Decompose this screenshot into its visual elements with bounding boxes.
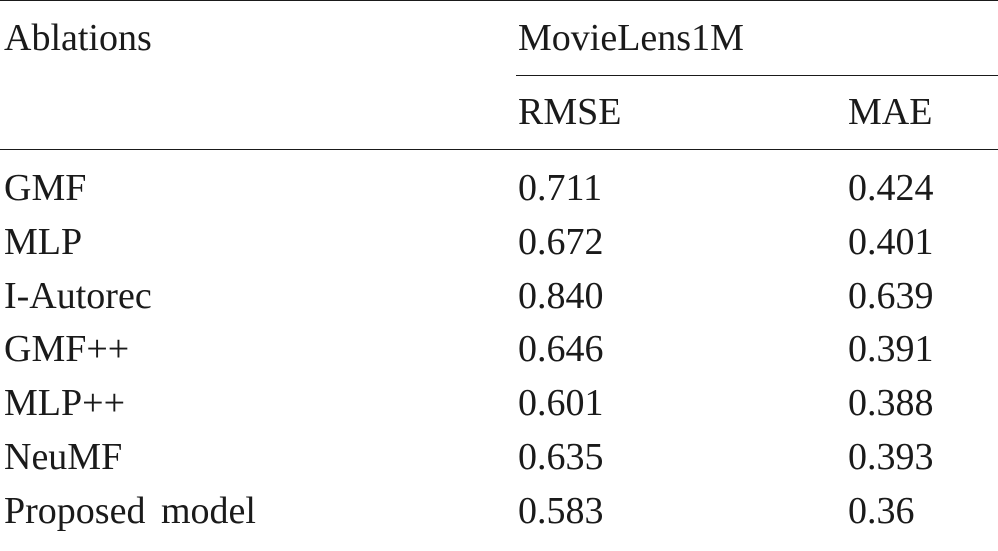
- row-name: MLP: [4, 221, 83, 263]
- row-mae: 0.639: [848, 275, 934, 317]
- row-name: NeuMF: [4, 436, 123, 478]
- row-name: I-Autorec: [4, 275, 152, 317]
- row-rmse: 0.601: [518, 382, 604, 424]
- row-mae: 0.393: [848, 436, 934, 478]
- row-rmse: 0.711: [518, 167, 603, 209]
- row-rmse: 0.583: [518, 490, 604, 532]
- header-mae: MAE: [848, 91, 933, 133]
- row-rmse: 0.635: [518, 436, 604, 478]
- header-rmse: RMSE: [518, 91, 622, 133]
- row-mae: 0.424: [848, 167, 934, 209]
- row-rmse: 0.646: [518, 328, 604, 370]
- row-name: GMF++: [4, 328, 130, 370]
- row-mae: 0.391: [848, 328, 934, 370]
- row-mae: 0.401: [848, 221, 934, 263]
- row-name: MLP++: [4, 382, 125, 424]
- row-rmse: 0.840: [518, 275, 604, 317]
- row-name: GMF: [4, 167, 87, 209]
- header-rule: [0, 149, 998, 150]
- group-rule: [516, 75, 998, 76]
- top-rule: [0, 0, 998, 1]
- row-mae: 0.36: [848, 490, 915, 532]
- header-movielens1m: MovieLens1M: [518, 17, 744, 59]
- row-mae: 0.388: [848, 382, 934, 424]
- row-rmse: 0.672: [518, 221, 604, 263]
- header-ablations: Ablations: [4, 17, 152, 59]
- row-name: Proposed model: [4, 490, 256, 532]
